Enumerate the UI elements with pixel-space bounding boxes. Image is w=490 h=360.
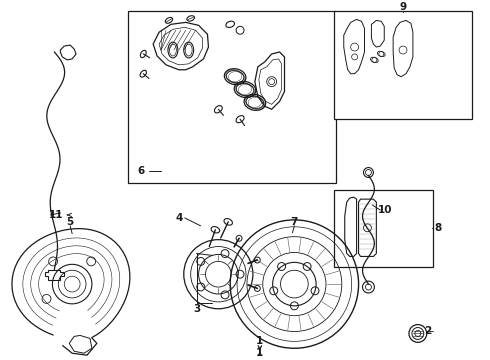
Bar <box>334 10 472 119</box>
Bar <box>334 190 433 267</box>
Text: 11: 11 <box>49 210 64 220</box>
Text: 8: 8 <box>434 223 441 233</box>
Text: 10: 10 <box>378 205 392 215</box>
Text: 4: 4 <box>175 213 182 223</box>
Bar <box>128 10 336 183</box>
Text: 7: 7 <box>291 217 298 227</box>
Text: 5: 5 <box>67 217 74 227</box>
Text: 3: 3 <box>193 304 200 314</box>
Text: 6: 6 <box>138 166 145 176</box>
Text: 9: 9 <box>399 1 407 12</box>
Text: 2: 2 <box>424 327 431 337</box>
Text: 1: 1 <box>256 336 264 350</box>
Text: 1: 1 <box>256 348 264 358</box>
